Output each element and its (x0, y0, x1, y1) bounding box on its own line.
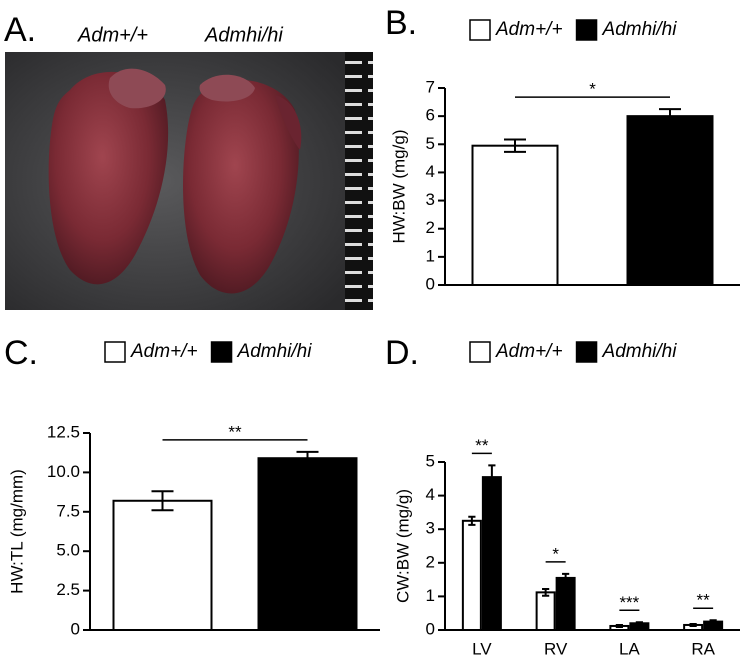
y-tick-label: 6 (426, 106, 435, 125)
error-bar (689, 622, 697, 627)
y-tick-label: 3 (426, 190, 435, 209)
significance-label: * (552, 544, 559, 563)
x-tick-label: RV (544, 639, 568, 658)
y-tick-label: 2.5 (56, 580, 80, 599)
legend-label: Adm+/+ (130, 341, 198, 362)
y-tick-label: 1 (426, 246, 435, 265)
y-tick-label: 4 (426, 485, 435, 504)
error-bar (468, 515, 476, 526)
error-bar (296, 450, 319, 466)
y-tick-label: 5.0 (56, 541, 80, 560)
y-tick-label: 0 (426, 274, 435, 293)
y-axis-label: HW:BW (mg/g) (389, 130, 408, 244)
legend-label: Admhi/hi (602, 341, 678, 362)
y-axis-label: CW:BW (mg/g) (393, 489, 412, 603)
heart-photo (5, 52, 373, 310)
legend-swatch (575, 19, 598, 41)
y-tick-label: 4 (426, 162, 435, 181)
legend-swatch (469, 341, 491, 363)
y-tick-label: 5 (426, 134, 435, 153)
x-tick-label: RA (691, 639, 715, 658)
panel-label: A. (4, 11, 36, 49)
error-bar (659, 108, 681, 125)
y-tick-label: 2 (426, 218, 435, 237)
bar (471, 144, 559, 286)
bar (257, 457, 358, 631)
x-tick-label: LV (472, 639, 492, 658)
bar (555, 576, 576, 631)
bar (626, 115, 714, 287)
panel-label: D. (385, 334, 419, 372)
error-bar (504, 138, 526, 153)
y-tick-label: 1 (426, 586, 435, 605)
photo-caption: Admhi/hi (204, 24, 283, 46)
y-tick-label: 0 (426, 619, 435, 638)
y-tick-label: 10.0 (47, 462, 80, 481)
significance-label: * (589, 80, 596, 99)
y-tick-label: 7 (426, 77, 435, 96)
legend-swatch (210, 341, 233, 363)
y-tick-label: 0 (71, 619, 80, 638)
legend-label: Adm+/+ (495, 19, 563, 40)
error-bar (635, 621, 643, 626)
significance-label: *** (619, 593, 639, 612)
legend-label: Adm+/+ (495, 341, 563, 362)
y-tick-label: 12.5 (47, 422, 80, 441)
error-bar (562, 572, 570, 583)
significance-label: ** (475, 436, 489, 455)
legend-swatch (104, 341, 126, 363)
y-tick-label: 3 (426, 519, 435, 538)
error-bar (542, 588, 550, 597)
y-tick-label: 7.5 (56, 501, 80, 520)
error-bar (488, 464, 496, 490)
y-tick-label: 2 (426, 552, 435, 571)
legend-label: Admhi/hi (602, 19, 678, 40)
significance-label: ** (697, 591, 711, 610)
legend-swatch (469, 19, 491, 41)
error-bar (709, 619, 717, 624)
y-axis-label: HW:TL (mg/mm) (7, 469, 26, 594)
bar (535, 591, 556, 631)
bar (481, 476, 502, 631)
y-tick-label: 5 (426, 451, 435, 470)
legend-label: Admhi/hi (237, 341, 313, 362)
error-bar (615, 623, 623, 628)
panel-label: C. (4, 334, 38, 372)
bar (112, 499, 213, 631)
photo-caption: Adm+/+ (77, 24, 148, 46)
significance-label: ** (228, 422, 242, 441)
panel-label: B. (385, 4, 417, 42)
error-bar (151, 490, 174, 512)
x-tick-label: LA (619, 639, 640, 658)
bar (461, 519, 482, 631)
legend-swatch (575, 341, 598, 363)
